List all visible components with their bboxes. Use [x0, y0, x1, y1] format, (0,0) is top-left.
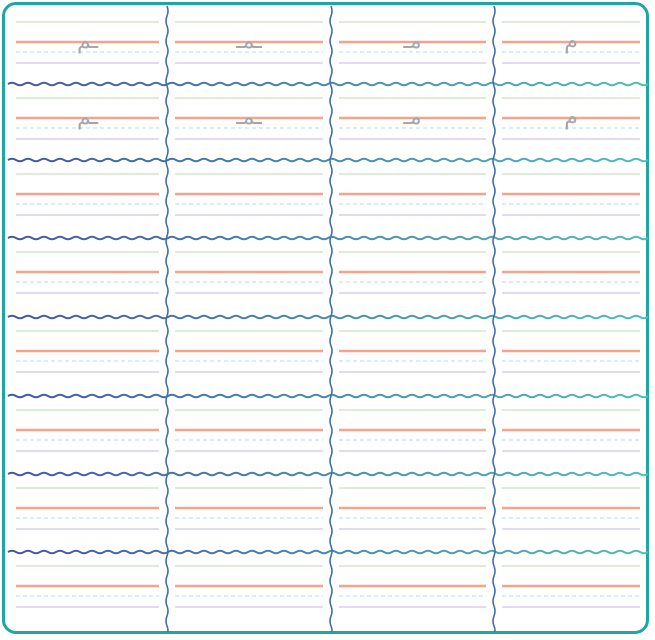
letter-form-sample: م: [564, 105, 578, 130]
letter-form-sample: مـ: [402, 105, 421, 130]
row-divider: [7, 471, 649, 477]
row-divider: [7, 235, 649, 241]
row-divider: [7, 314, 649, 320]
letter-form-sample: ـمـ: [235, 29, 262, 54]
row-divider: [7, 549, 649, 555]
column-divider: [492, 5, 496, 633]
letter-form-sample: م: [564, 29, 578, 54]
letter-form-sample: ـم: [77, 105, 99, 130]
column-divider: [165, 5, 169, 633]
letter-form-sample: ـمـ: [235, 105, 262, 130]
column-divider: [329, 5, 333, 633]
row-divider: [7, 393, 649, 399]
row-divider: [7, 157, 649, 163]
letter-form-sample: مـ: [402, 29, 421, 54]
row-divider: [7, 81, 649, 87]
letter-form-sample: ـم: [77, 29, 99, 54]
